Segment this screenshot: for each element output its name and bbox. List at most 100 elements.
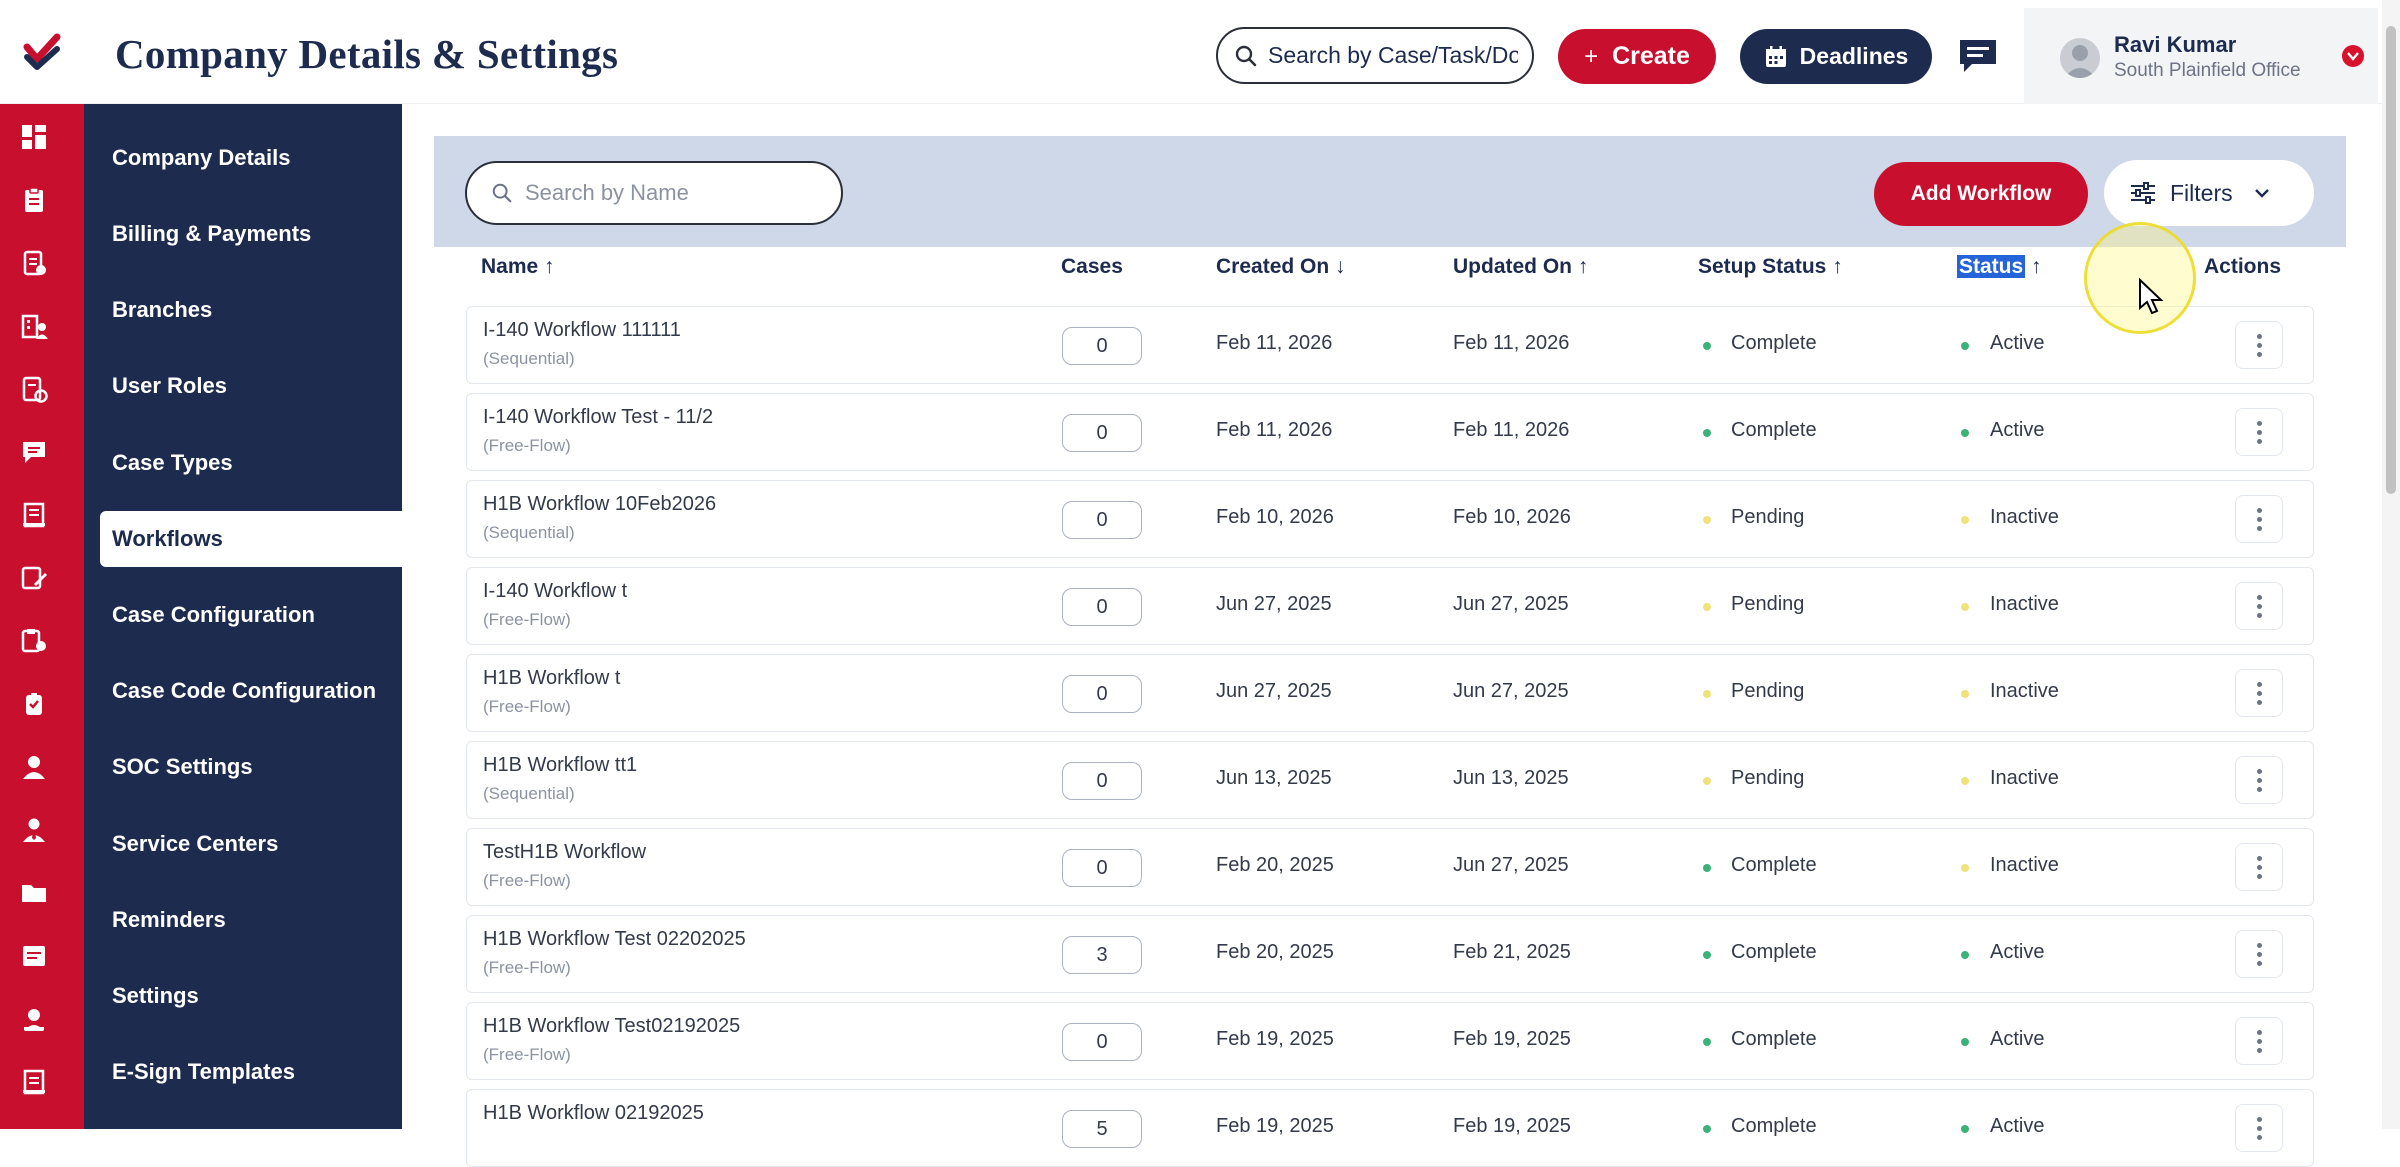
row-actions-button[interactable]: [2235, 756, 2283, 804]
workflow-type: (Free-Flow): [483, 871, 571, 890]
chevron-down-icon[interactable]: [2342, 45, 2364, 67]
user-support-icon[interactable]: [19, 1004, 49, 1034]
page-scrollbar[interactable]: [2382, 0, 2400, 1129]
kebab-dot: [2256, 777, 2262, 783]
cases-count: 0: [1062, 501, 1142, 539]
building-users-icon[interactable]: [19, 311, 49, 341]
sidebar-item-service-centers[interactable]: Service Centers: [100, 816, 402, 872]
row-actions-button[interactable]: [2235, 930, 2283, 978]
clipboard-user-icon[interactable]: [19, 626, 49, 656]
table-row[interactable]: H1B Workflow Test 02202025 (Free-Flow) 3 Fe…: [466, 915, 2314, 993]
workflow-name[interactable]: H1B Workflow 10Feb2026: [483, 493, 717, 515]
scrollbar-thumb[interactable]: [2386, 26, 2396, 494]
sidebar-item-user-roles[interactable]: User Roles: [100, 358, 402, 414]
edit-document-icon[interactable]: [19, 563, 49, 593]
clipboard-icon[interactable]: [19, 185, 49, 215]
row-actions-button[interactable]: [2235, 1017, 2283, 1065]
sidebar-item-e-sign-templates[interactable]: E-Sign Templates: [100, 1044, 402, 1100]
cases-count: 0: [1062, 588, 1142, 626]
sidebar-item-case-types[interactable]: Case Types: [100, 435, 402, 491]
column-header-updated[interactable]: Updated On ↑: [1453, 255, 1589, 278]
create-button[interactable]: + Create: [1558, 29, 1716, 84]
global-search-input[interactable]: Search by Case/Task/Docu: [1216, 27, 1534, 84]
kebab-dot: [2256, 690, 2262, 696]
column-header-name[interactable]: Name ↑: [481, 255, 555, 278]
status-dot: [1961, 429, 1969, 437]
message-icon[interactable]: [19, 437, 49, 467]
name-search-placeholder: Search by Name: [525, 180, 689, 205]
updated-date: Jun 27, 2025: [1453, 593, 1569, 615]
user-menu[interactable]: Ravi Kumar South Plainfield Office: [2024, 8, 2378, 104]
app-logo[interactable]: [0, 0, 84, 104]
status-dot: [1961, 516, 1969, 524]
sidebar-item-soc-settings[interactable]: SOC Settings: [100, 739, 402, 795]
workflow-name[interactable]: TestH1B Workflow: [483, 841, 647, 863]
receipt-icon[interactable]: [19, 1067, 49, 1097]
sidebar-item-label: Case Configuration: [112, 602, 315, 627]
table-row[interactable]: I-140 Workflow 111111 (Sequential) 0 Feb 11…: [466, 306, 2314, 384]
user-name: Ravi Kumar: [2114, 32, 2237, 57]
user-tie-icon[interactable]: [19, 815, 49, 845]
add-workflow-button[interactable]: Add Workflow: [1874, 162, 2088, 226]
name-search-input[interactable]: Search by Name: [465, 161, 843, 225]
row-actions-button[interactable]: [2235, 669, 2283, 717]
column-header-status[interactable]: Status ↑: [1957, 255, 2042, 278]
sidebar-item-workflows[interactable]: Workflows: [100, 511, 402, 567]
workflow-name[interactable]: H1B Workflow t: [483, 667, 621, 689]
cases-count: 0: [1062, 675, 1142, 713]
document-list-icon[interactable]: [19, 248, 49, 278]
create-label: Create: [1612, 42, 1690, 70]
column-header-created[interactable]: Created On ↓: [1216, 255, 1346, 278]
filters-button[interactable]: Filters: [2104, 160, 2314, 226]
messages-button[interactable]: [1956, 36, 2000, 76]
column-header-setup-status[interactable]: Setup Status ↑: [1698, 255, 1843, 278]
table-row[interactable]: H1B Workflow Test02192025 (Free-Flow) 0 Feb…: [466, 1002, 2314, 1080]
note-icon[interactable]: [19, 941, 49, 971]
badge-icon[interactable]: [19, 689, 49, 719]
sidebar-item-reminders[interactable]: Reminders: [100, 892, 402, 948]
user-icon[interactable]: [19, 752, 49, 782]
workflow-name[interactable]: H1B Workflow tt1: [483, 754, 638, 776]
workflow-name[interactable]: I-140 Workflow Test - 11/2: [483, 406, 714, 428]
workflow-type: (Sequential): [483, 349, 575, 368]
notebook-icon[interactable]: [19, 500, 49, 530]
kebab-dot: [2256, 603, 2262, 609]
sidebar-item-label: Workflows: [112, 526, 223, 551]
row-actions-button[interactable]: [2235, 1104, 2283, 1152]
workflow-name[interactable]: I-140 Workflow t: [483, 580, 628, 602]
row-actions-button[interactable]: [2235, 408, 2283, 456]
table-row[interactable]: TestH1B Workflow (Free-Flow) 0 Feb 20, 2025…: [466, 828, 2314, 906]
workflow-name[interactable]: I-140 Workflow 111111: [483, 319, 681, 341]
table-row[interactable]: H1B Workflow tt1 (Sequential) 0 Jun 13, 202…: [466, 741, 2314, 819]
table-row[interactable]: I-140 Workflow Test - 11/2 (Free-Flow) 0 Fe…: [466, 393, 2314, 471]
sidebar-item-label: Branches: [112, 297, 213, 322]
table-row[interactable]: H1B Workflow 10Feb2026 (Sequential) 0 Feb 1…: [466, 480, 2314, 558]
row-actions-button[interactable]: [2235, 321, 2283, 369]
row-actions-button[interactable]: [2235, 582, 2283, 630]
sidebar-item-settings[interactable]: Settings: [100, 968, 402, 1024]
sidebar-item-case-code-configuration[interactable]: Case Code Configuration: [100, 663, 402, 719]
deadlines-button[interactable]: Deadlines: [1740, 29, 1932, 84]
document-check-icon[interactable]: [19, 374, 49, 404]
folder-icon[interactable]: [19, 878, 49, 908]
created-date: Jun 13, 2025: [1216, 767, 1332, 789]
workflow-name[interactable]: H1B Workflow Test02192025: [483, 1015, 741, 1037]
sidebar-item-company-details[interactable]: Company Details: [100, 130, 402, 186]
dashboard-icon[interactable]: [19, 122, 49, 152]
table-row[interactable]: H1B Workflow 02192025 5 Feb 19, 2025 Feb 19…: [466, 1089, 2314, 1167]
workflow-name[interactable]: H1B Workflow 02192025: [483, 1102, 704, 1124]
setup-status: Pending: [1731, 506, 1805, 528]
setup-status: Pending: [1731, 680, 1805, 702]
workflow-name[interactable]: H1B Workflow Test 02202025: [483, 928, 746, 950]
settings-sidebar: Company Details Billing & Payments Branche…: [84, 104, 402, 1129]
table-row[interactable]: H1B Workflow t (Free-Flow) 0 Jun 27, 2025 Ju…: [466, 654, 2314, 732]
row-actions-button[interactable]: [2235, 495, 2283, 543]
sidebar-item-billing-payments[interactable]: Billing & Payments: [100, 206, 402, 262]
table-row[interactable]: I-140 Workflow t (Free-Flow) 0 Jun 27, 2025…: [466, 567, 2314, 645]
cursor-highlight: [2084, 222, 2196, 334]
sidebar-item-branches[interactable]: Branches: [100, 282, 402, 338]
row-actions-button[interactable]: [2235, 843, 2283, 891]
status-dot: [1961, 342, 1969, 350]
cases-count: 0: [1062, 1023, 1142, 1061]
sidebar-item-case-configuration[interactable]: Case Configuration: [100, 587, 402, 643]
